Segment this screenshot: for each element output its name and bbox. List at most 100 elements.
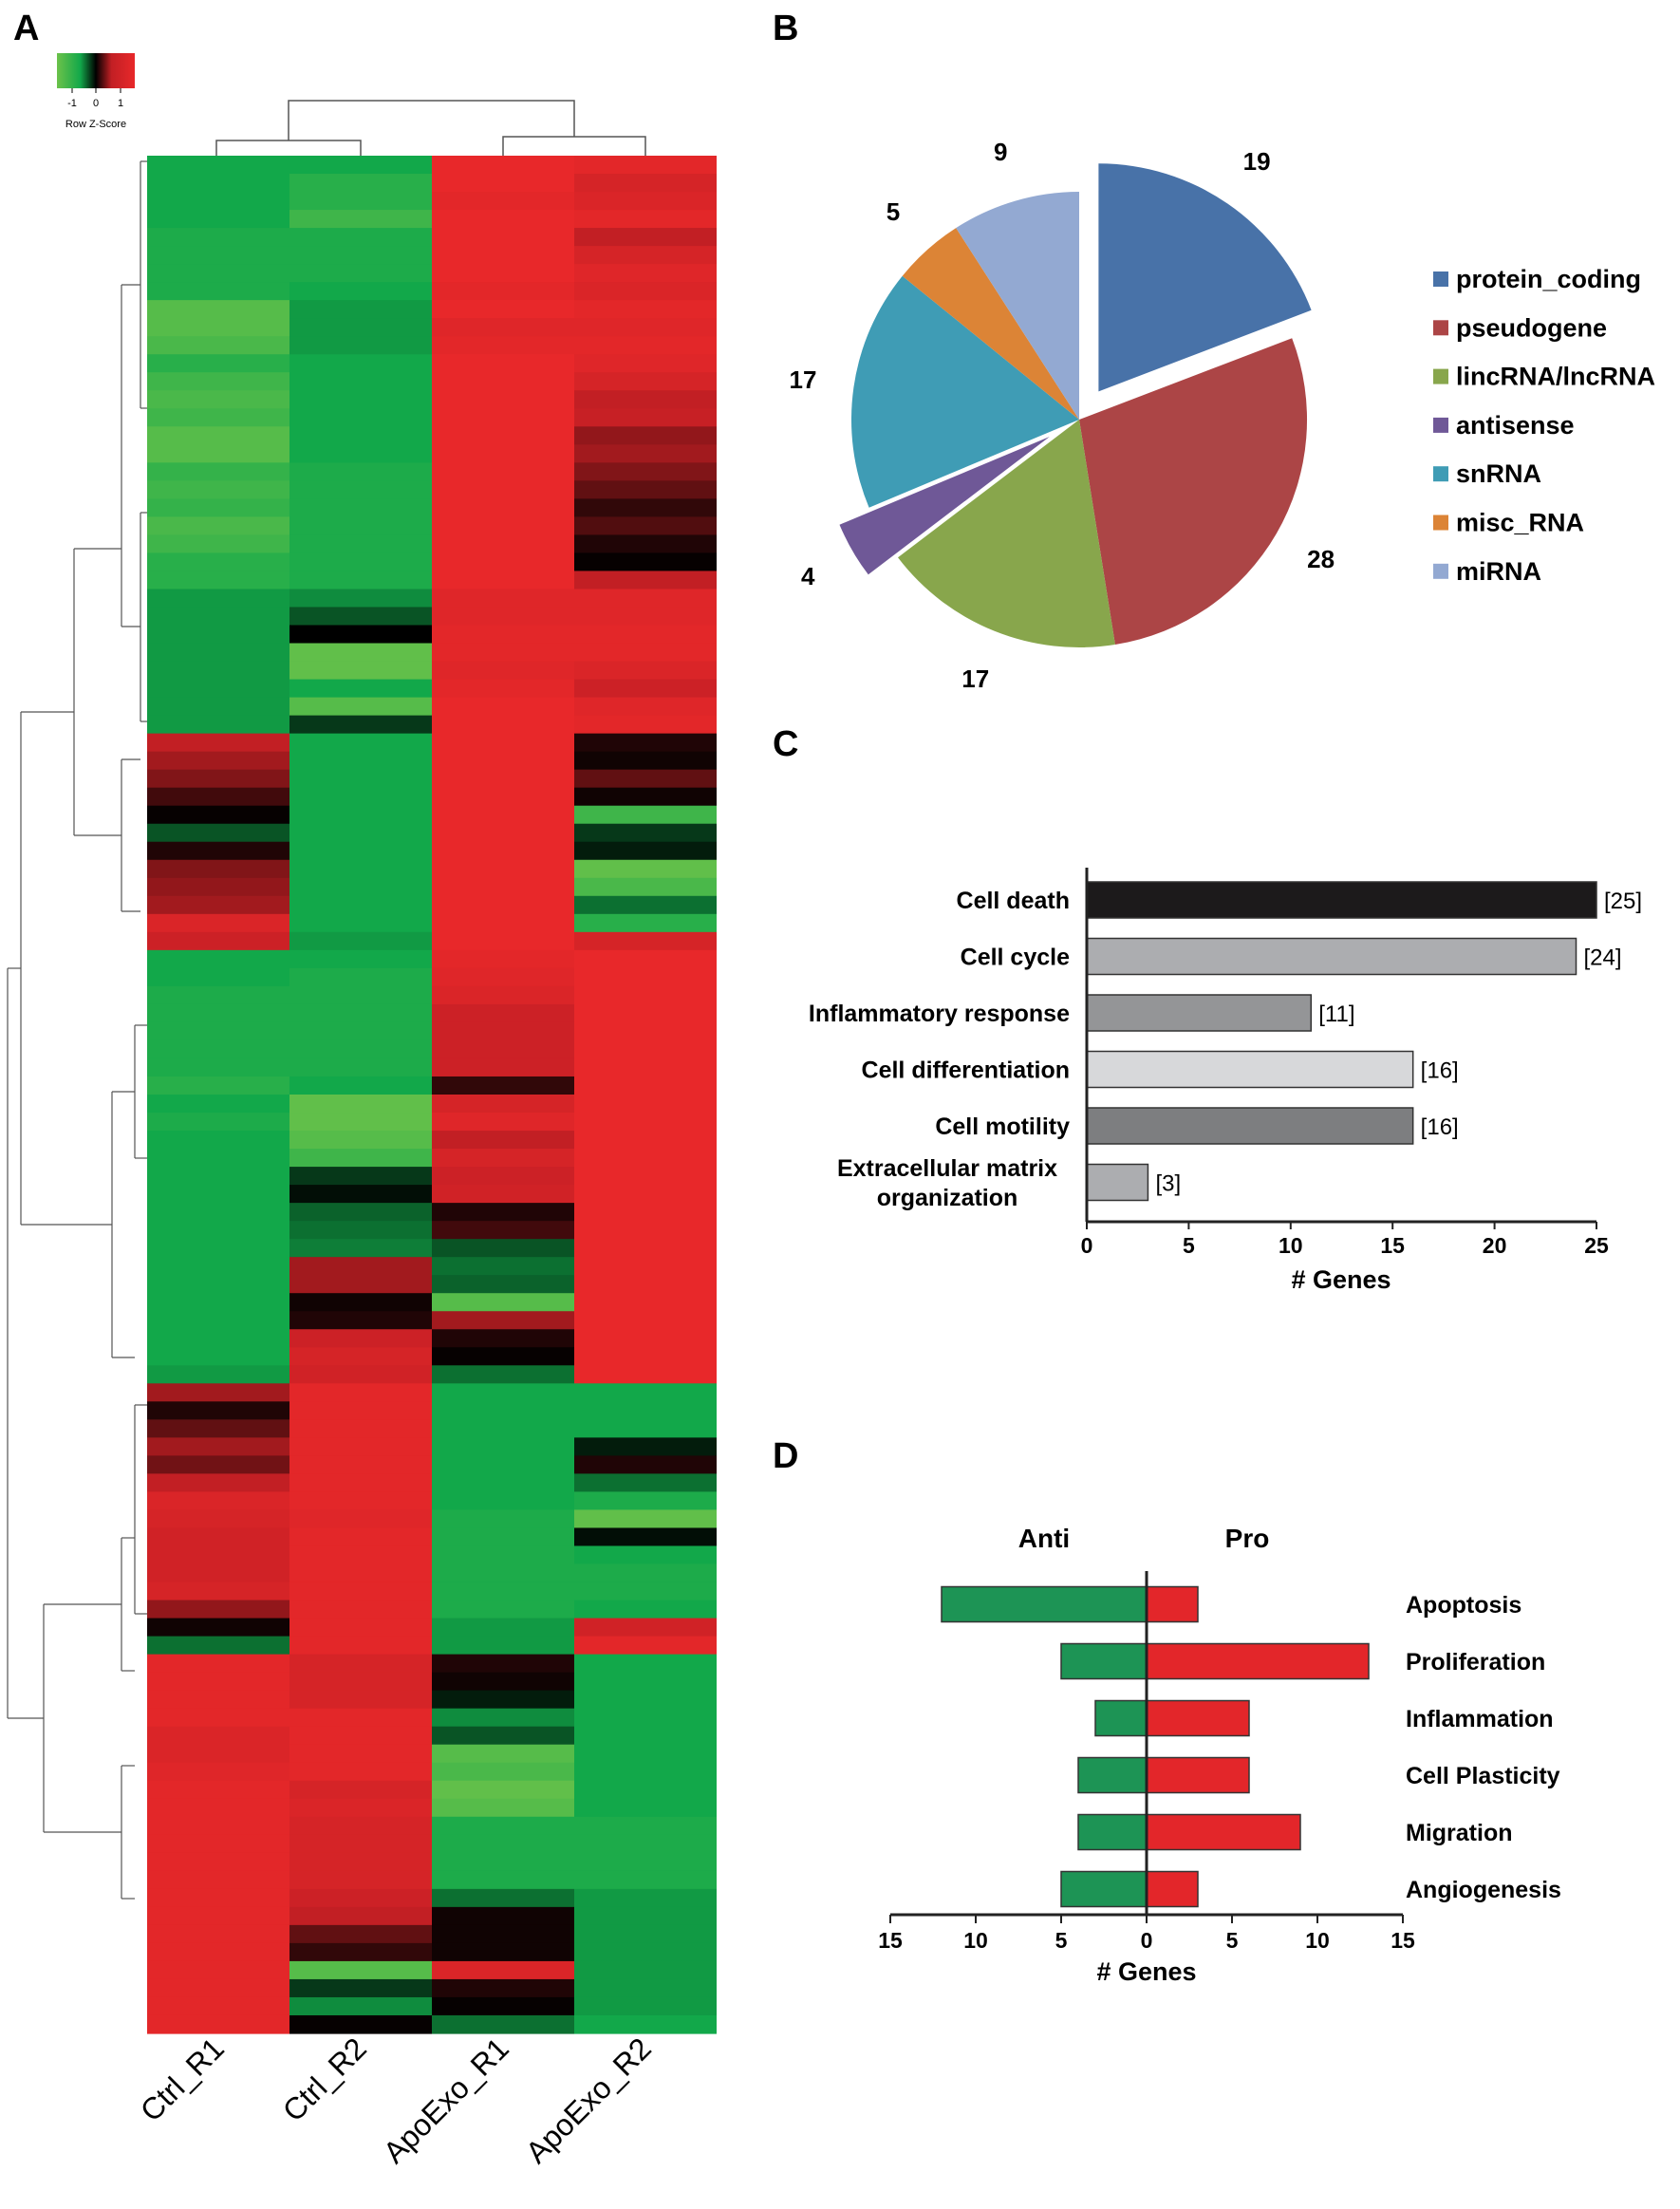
- category-label: Migration: [1406, 1820, 1513, 1846]
- heatmap-cell: [432, 1654, 574, 1674]
- heatmap-cell: [147, 498, 289, 517]
- heatmap-cell: [574, 354, 717, 373]
- heatmap-cell: [147, 300, 289, 319]
- heatmap-cell: [574, 931, 717, 951]
- heatmap-cell: [147, 1076, 289, 1095]
- heatmap-cell: [289, 300, 432, 319]
- heatmap-cell: [574, 1636, 717, 1656]
- heatmap-cell: [289, 1960, 432, 1980]
- heatmap-cell: [289, 949, 432, 969]
- heatmap-cell: [574, 1113, 717, 1132]
- x-tick-label: 25: [1584, 1233, 1609, 1258]
- heatmap-cell: [432, 1636, 574, 1656]
- heatmap-cell: [147, 1275, 289, 1294]
- bar-cell-differentiation: [1086, 1050, 1414, 1089]
- heatmap-cell: [289, 1744, 432, 1764]
- x-tick-label: 15: [878, 1928, 903, 1953]
- x-tick-label: 15: [1391, 1928, 1415, 1953]
- heatmap-cell: [574, 661, 717, 681]
- anti-bar: [1060, 1642, 1148, 1680]
- heatmap-cell: [432, 336, 574, 355]
- category-label: Cell death: [957, 888, 1070, 914]
- series-label-pro: Pro: [1225, 1524, 1270, 1553]
- heatmap-cell: [432, 1185, 574, 1204]
- z-score-color-key: [57, 53, 135, 88]
- heatmap-cell: [289, 1527, 432, 1547]
- legend-swatch: [1433, 563, 1448, 579]
- heatmap-cell: [147, 1437, 289, 1456]
- heatmap-cell: [289, 1978, 432, 1998]
- heatmap-cell: [432, 282, 574, 301]
- heatmap-cell: [289, 589, 432, 608]
- heatmap-cell: [432, 1618, 574, 1638]
- heatmap-cell: [147, 282, 289, 301]
- heatmap-cell: [289, 552, 432, 572]
- heatmap-cell: [432, 985, 574, 1005]
- heatmap-cell: [574, 895, 717, 915]
- heatmap-cell: [289, 895, 432, 915]
- heatmap-cell: [574, 264, 717, 283]
- heatmap-cell: [574, 336, 717, 355]
- heatmap-cell: [147, 1527, 289, 1547]
- heatmap-cell: [574, 859, 717, 879]
- category-label: Inflammation: [1406, 1706, 1554, 1732]
- category-label: Proliferation: [1406, 1649, 1545, 1675]
- heatmap-cell: [147, 1329, 289, 1348]
- heatmap-cell: [432, 1383, 574, 1402]
- heatmap-cell: [574, 1401, 717, 1420]
- heatmap-cell: [147, 1600, 289, 1619]
- heatmap-cell: [289, 1437, 432, 1456]
- heatmap-cell: [432, 1996, 574, 2016]
- x-tick-label: 15: [1380, 1233, 1405, 1258]
- heatmap-cell: [574, 1726, 717, 1746]
- heatmap-cell: [432, 1149, 574, 1168]
- heatmap-cell: [289, 282, 432, 301]
- heatmap-cell: [289, 444, 432, 463]
- heatmap-cell: [432, 1437, 574, 1456]
- heatmap-cell: [432, 859, 574, 879]
- heatmap-cell: [574, 1870, 717, 1890]
- pro-bar: [1146, 1642, 1370, 1680]
- heatmap-cell: [432, 1816, 574, 1836]
- heatmap-cell: [432, 949, 574, 969]
- heatmap-cell: [289, 228, 432, 247]
- heatmap-cell: [574, 1798, 717, 1818]
- panel-letter-b: B: [773, 9, 798, 48]
- heatmap-cell: [574, 174, 717, 193]
- heatmap-cell: [289, 1636, 432, 1656]
- heatmap-cell: [574, 1960, 717, 1980]
- heatmap-cell: [147, 174, 289, 193]
- column-label: ApoExo_R2: [519, 2031, 658, 2169]
- heatmap-cell: [289, 1762, 432, 1782]
- heatmap-cell: [289, 1383, 432, 1402]
- heatmap-cell: [574, 1708, 717, 1728]
- heatmap-cell: [574, 1563, 717, 1583]
- heatmap-cell: [289, 985, 432, 1005]
- heatmap-cell: [574, 1942, 717, 1962]
- color-key-tick-label: 1: [118, 98, 123, 109]
- heatmap-cell: [574, 1816, 717, 1836]
- legend-swatch: [1433, 417, 1448, 433]
- heatmap-cell: [147, 1690, 289, 1710]
- heatmap-cell: [289, 1654, 432, 1674]
- heatmap-cell: [289, 1582, 432, 1601]
- heatmap-cell: [289, 1726, 432, 1746]
- heatmap-cell: [432, 426, 574, 445]
- heatmap-cell: [574, 228, 717, 247]
- heatmap-cell: [289, 1003, 432, 1023]
- heatmap-grid: [147, 156, 717, 2034]
- heatmap-cell: [574, 408, 717, 427]
- heatmap-cell: [574, 210, 717, 229]
- heatmap-cell: [289, 1021, 432, 1041]
- heatmap-cell: [432, 1509, 574, 1529]
- heatmap-cell: [289, 1780, 432, 1800]
- heatmap-cell: [289, 1185, 432, 1204]
- heatmap-cell: [432, 625, 574, 645]
- heatmap-cell: [432, 300, 574, 319]
- heatmap-cell: [147, 516, 289, 535]
- heatmap-cell: [289, 264, 432, 283]
- x-tick-label: 10: [1305, 1928, 1330, 1953]
- bar-cell-motility: [1086, 1107, 1414, 1145]
- heatmap-cell: [574, 192, 717, 211]
- heatmap-cell: [574, 1185, 717, 1204]
